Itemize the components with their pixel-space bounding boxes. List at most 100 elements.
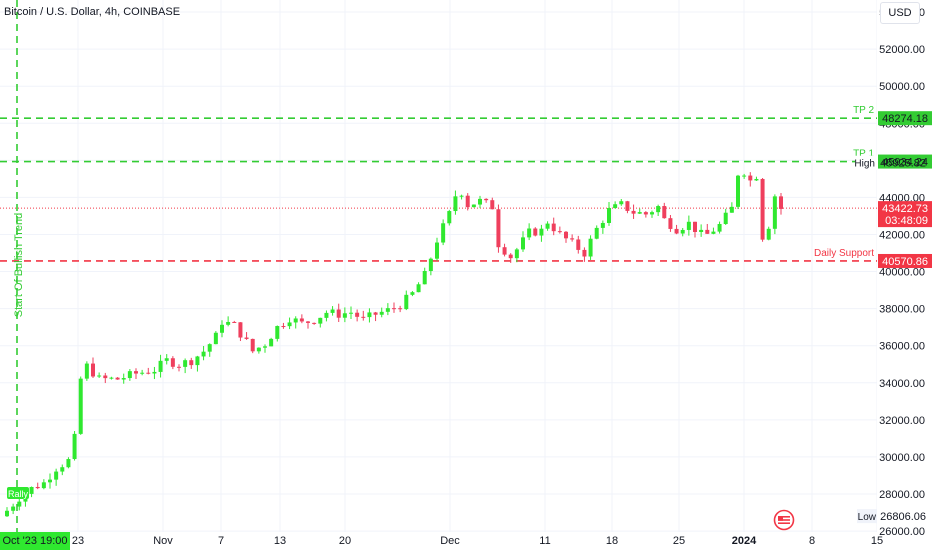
candle-body xyxy=(772,196,777,229)
candle-body xyxy=(619,201,624,205)
candle-body xyxy=(600,222,605,228)
candle-body xyxy=(539,228,544,236)
candle-body xyxy=(275,326,280,339)
candle-body xyxy=(256,347,261,352)
candle-body xyxy=(637,212,642,214)
candle-body xyxy=(594,227,599,239)
candle-body xyxy=(416,284,421,293)
time-tick-label: 15 xyxy=(871,535,883,547)
candle-body xyxy=(299,318,304,322)
candle-body xyxy=(195,356,200,366)
candle-body xyxy=(379,311,384,315)
candle-body xyxy=(361,316,366,318)
candle-body xyxy=(754,178,759,181)
grid xyxy=(0,0,878,532)
candle-body xyxy=(127,371,132,379)
price-tick-label: 42000.00 xyxy=(879,229,925,241)
time-tick-label: 2024 xyxy=(732,535,757,547)
low-value: 26806.06 xyxy=(880,511,926,523)
candle-body xyxy=(674,228,679,234)
candle-body xyxy=(263,346,267,348)
candle-body xyxy=(66,459,71,468)
candle-body xyxy=(367,312,372,318)
level-price-tag xyxy=(878,253,932,268)
candle-body xyxy=(35,486,40,489)
candle-body xyxy=(471,204,476,208)
candle-body xyxy=(521,237,525,250)
level-name: TP 2 xyxy=(853,105,874,116)
candle-body xyxy=(662,206,667,219)
candle-body xyxy=(514,249,519,259)
candle-body xyxy=(134,371,138,374)
candle-body xyxy=(115,377,120,380)
candle-body xyxy=(60,467,65,472)
time-tick-label: 13 xyxy=(274,535,286,547)
candle-body xyxy=(220,324,224,333)
candle-body xyxy=(570,238,575,240)
candle-body xyxy=(349,312,353,314)
symbol-title: Bitcoin / U.S. Dollar, 4h, COINBASE xyxy=(4,6,181,18)
candle-body xyxy=(428,258,433,272)
high-label: High xyxy=(854,159,875,170)
currency-button[interactable]: USD xyxy=(880,2,920,24)
price-tick-label: 30000.00 xyxy=(879,452,925,464)
candle-body xyxy=(5,510,9,517)
candle-body xyxy=(625,201,630,211)
price-tick-label: 36000.00 xyxy=(879,341,925,353)
price-tick-label: 52000.00 xyxy=(879,44,925,56)
time-tick-label: 20 xyxy=(339,535,351,547)
candle-body xyxy=(287,322,292,327)
candle-body xyxy=(48,479,52,483)
flag-icon[interactable] xyxy=(773,509,795,531)
candle-body xyxy=(650,212,654,215)
candle-body xyxy=(711,231,716,234)
price-axis[interactable]: 54000.0052000.0050000.0048000.0046000.00… xyxy=(854,0,932,550)
candle-body xyxy=(484,198,489,201)
candle-body xyxy=(607,208,611,223)
candle-body xyxy=(441,223,446,243)
candle-body xyxy=(152,371,157,374)
candle-body xyxy=(459,195,464,197)
candle-body xyxy=(97,375,102,377)
candle-body xyxy=(226,321,231,325)
candlesticks xyxy=(5,172,783,517)
candle-body xyxy=(324,312,329,318)
price-tick-label: 32000.00 xyxy=(879,415,925,427)
candle-body xyxy=(496,209,501,248)
candle-body xyxy=(742,175,747,177)
candle-body xyxy=(557,231,562,233)
candle-body xyxy=(232,321,237,323)
level-price-label: 48274.18 xyxy=(882,113,928,125)
candle-body xyxy=(281,326,286,328)
price-tick-label: 28000.00 xyxy=(879,489,925,501)
candle-body xyxy=(342,313,347,318)
price-tick-label: 34000.00 xyxy=(879,378,925,390)
candle-body xyxy=(766,228,771,240)
candle-body xyxy=(404,294,409,310)
candle-body xyxy=(564,231,568,239)
candle-body xyxy=(385,308,390,312)
candle-body xyxy=(244,337,249,339)
level-name: Daily Support xyxy=(814,248,874,259)
candle-body xyxy=(508,254,513,259)
candle-body xyxy=(293,318,298,323)
price-tick-label: 26000.00 xyxy=(879,526,925,538)
candle-body xyxy=(680,229,685,234)
crosshair-time-label: Oct '23 19:00 xyxy=(2,535,67,547)
price-tick-label: 50000.00 xyxy=(879,81,925,93)
countdown-label: 03:48:09 xyxy=(885,215,928,227)
level-price-label: 45934.24 xyxy=(882,157,928,169)
candle-body xyxy=(668,218,673,229)
time-tick-label: 25 xyxy=(673,535,685,547)
candle-body xyxy=(177,366,181,368)
candle-body xyxy=(582,249,587,257)
rally-marker xyxy=(7,487,29,499)
time-axis[interactable]: 23 Nov 7 13 20 Dec 11 18 25 2024 8 15 Oct '23 19:00 xyxy=(0,532,883,550)
candle-body xyxy=(435,242,439,259)
candle-body xyxy=(84,363,89,379)
candle-body xyxy=(465,195,470,208)
trend-start-label: Start Of Bullish Trend xyxy=(13,213,25,318)
price-tick-label: 40000.00 xyxy=(879,267,925,279)
